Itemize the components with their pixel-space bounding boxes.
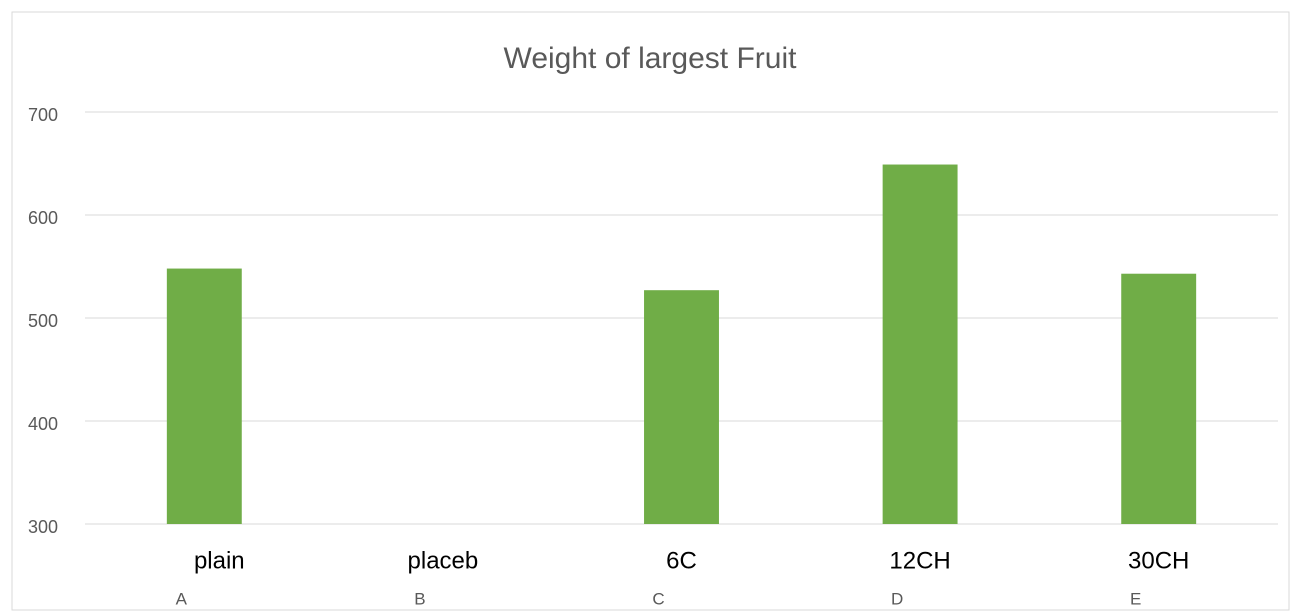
bar: [882, 164, 958, 524]
x-tick-label: B: [414, 589, 425, 608]
chart-title: Weight of largest Fruit: [504, 42, 798, 75]
bar: [1121, 273, 1197, 524]
x-tick-label: C: [652, 589, 664, 608]
y-tick-label: 600: [28, 208, 58, 228]
y-tick-label: 400: [28, 414, 58, 434]
y-tick-label: 300: [28, 517, 58, 537]
x-tick-label: E: [1130, 589, 1141, 608]
category-label: 6C: [666, 547, 697, 574]
y-tick-label: 500: [28, 311, 58, 331]
category-label: 12CH: [889, 547, 950, 574]
x-tick-label: D: [891, 589, 903, 608]
bar: [166, 268, 242, 524]
x-tick-label: A: [176, 589, 188, 608]
y-tick-label: 700: [28, 105, 58, 125]
category-label: placeb: [408, 547, 479, 574]
category-label: 30CH: [1128, 547, 1189, 574]
bar: [644, 290, 719, 524]
category-label: plain: [194, 547, 245, 574]
